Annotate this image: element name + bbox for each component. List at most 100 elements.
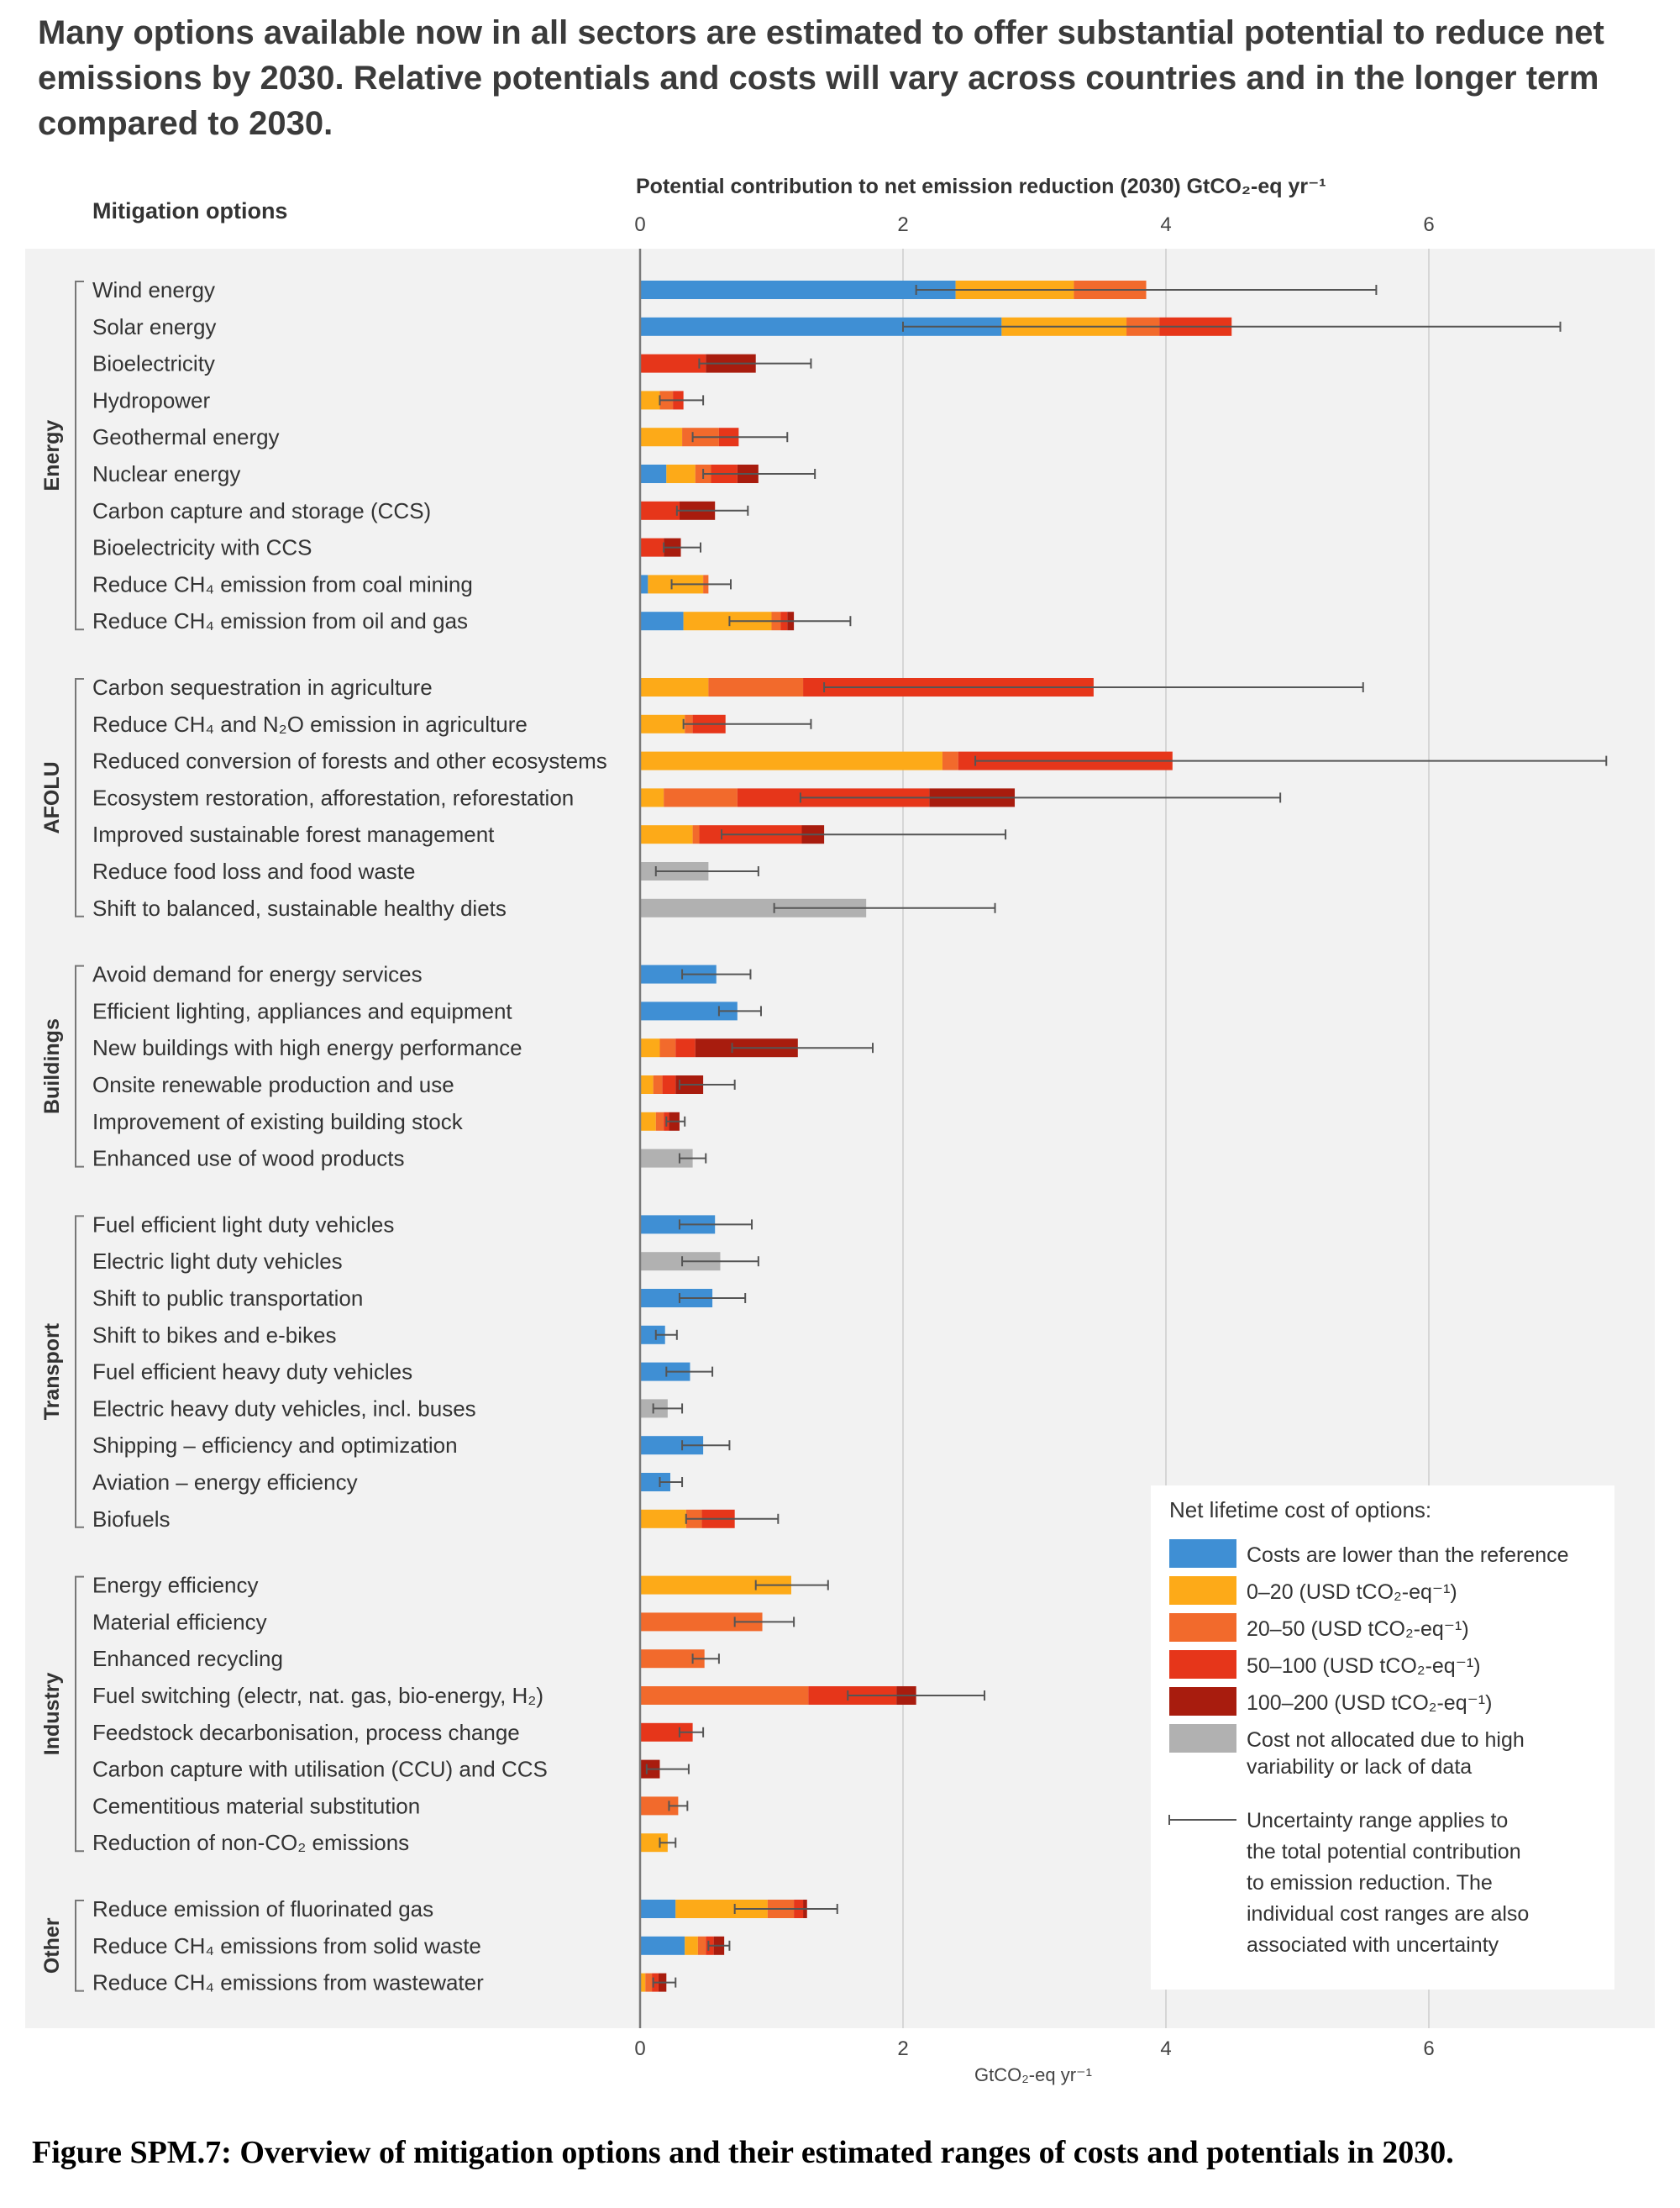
bar-segment-c20_50 bbox=[640, 1612, 763, 1632]
option-label: Enhanced use of wood products bbox=[92, 1146, 404, 1171]
sector-label: Industry bbox=[40, 1672, 64, 1755]
bars bbox=[640, 281, 1608, 1992]
bar-segment-c0_20 bbox=[640, 1973, 646, 1992]
option-label: Feedstock decarbonisation, process chang… bbox=[92, 1720, 520, 1745]
option-label: Reduce CH₄ emissions from wastewater bbox=[92, 1970, 484, 1995]
option-label: Material efficiency bbox=[92, 1609, 267, 1634]
legend-swatch-c0_20 bbox=[1169, 1576, 1236, 1605]
option-label: Cementitious material substitution bbox=[92, 1793, 420, 1818]
sector-groups: Energy AFOLU Buildings Transport Industry Oth… bbox=[40, 281, 84, 1992]
bar-segment-c20_50 bbox=[708, 678, 804, 697]
bar-segment-c20_50 bbox=[664, 788, 738, 807]
option-label: Carbon sequestration in agriculture bbox=[92, 675, 433, 700]
option-label: Aviation – energy efficiency bbox=[92, 1469, 358, 1495]
bar-segment-c50_100 bbox=[640, 538, 664, 557]
bar-segment-c20_50 bbox=[640, 1649, 705, 1669]
bar-segment-c0_20 bbox=[640, 1075, 654, 1094]
option-label: Reduce CH₄ emission from oil and gas bbox=[92, 608, 468, 633]
bar-segment-lower bbox=[640, 575, 648, 594]
legend-label-c50_100: 50–100 (USD tCO₂-eq⁻¹) bbox=[1247, 1654, 1481, 1678]
option-label: Electric heavy duty vehicles, incl. buse… bbox=[92, 1396, 476, 1421]
bar-segment-c50_100 bbox=[640, 501, 680, 520]
legend-swatch-c20_50 bbox=[1169, 1613, 1236, 1642]
option-label: Solar energy bbox=[92, 314, 216, 339]
sector-bracket-energy bbox=[75, 281, 84, 631]
bar-segment-c0_20 bbox=[640, 678, 709, 697]
option-label: Nuclear energy bbox=[92, 461, 240, 486]
option-label: Avoid demand for energy services bbox=[92, 962, 423, 987]
bar-segment-c0_20 bbox=[640, 714, 685, 733]
option-label: Shift to public transportation bbox=[92, 1285, 363, 1311]
bar-segment-na bbox=[640, 1252, 721, 1271]
legend-swatch-na bbox=[1169, 1724, 1236, 1753]
option-label: New buildings with high energy performan… bbox=[92, 1035, 522, 1060]
bar-segment-lower bbox=[640, 965, 717, 984]
bar-segment-c0_20 bbox=[640, 825, 693, 844]
bar-segment-c0_20 bbox=[640, 1575, 791, 1595]
sector-label: Other bbox=[40, 1917, 64, 1974]
bottom-axis-title: GtCO₂-eq yr⁻¹ bbox=[974, 2064, 1092, 2085]
option-label: Onsite renewable production and use bbox=[92, 1072, 454, 1097]
bar-segment-c0_20 bbox=[685, 1936, 698, 1955]
bottom-tick-label-4: 4 bbox=[1160, 2037, 1171, 2060]
option-label: Biofuels bbox=[92, 1506, 171, 1532]
option-label: Reduce emission of fluorinated gas bbox=[92, 1896, 433, 1921]
sector-label: Buildings bbox=[40, 1018, 64, 1114]
option-label: Fuel switching (electr, nat. gas, bio-en… bbox=[92, 1683, 543, 1708]
bottom-tick-label-0: 0 bbox=[634, 2037, 645, 2060]
bar-segment-c50_100 bbox=[640, 354, 706, 373]
option-label: Shift to balanced, sustainable healthy d… bbox=[92, 896, 507, 921]
legend-label-c0_20: 0–20 (USD tCO₂-eq⁻¹) bbox=[1247, 1580, 1457, 1604]
bar-segment-c0_20 bbox=[640, 788, 664, 807]
bar-segment-c20_50 bbox=[697, 1936, 706, 1955]
bar-segment-c0_20 bbox=[640, 1833, 668, 1853]
bar-segment-c0_20 bbox=[640, 1509, 686, 1528]
bar-segment-lower bbox=[640, 1936, 685, 1955]
bar-segment-c20_50 bbox=[653, 1075, 663, 1094]
option-label: Fuel efficient heavy duty vehicles bbox=[92, 1359, 412, 1385]
bar-segment-lower bbox=[640, 1436, 704, 1455]
sector-bracket-transport bbox=[75, 1215, 84, 1528]
legend-swatch-c50_100 bbox=[1169, 1650, 1236, 1679]
bar-segment-lower bbox=[640, 1473, 670, 1491]
bar-segment-c50_100 bbox=[675, 1038, 696, 1058]
option-label: Reduce CH₄ and N₂O emission in agricultu… bbox=[92, 712, 528, 737]
bar-segment-lower bbox=[640, 317, 1002, 336]
bar-segment-c0_20 bbox=[640, 1038, 660, 1058]
option-label: Fuel efficient light duty vehicles bbox=[92, 1212, 394, 1237]
option-label: Energy efficiency bbox=[92, 1573, 259, 1598]
legend-swatch-c100_200 bbox=[1169, 1687, 1236, 1716]
sector-label: Energy bbox=[40, 420, 64, 492]
bar-segment-lower bbox=[640, 1001, 738, 1021]
option-label: Bioelectricity with CCS bbox=[92, 535, 312, 560]
bar-segment-lower bbox=[640, 281, 956, 299]
top-tick-label-2: 2 bbox=[897, 213, 908, 236]
legend-label-c20_50: 20–50 (USD tCO₂-eq⁻¹) bbox=[1247, 1617, 1469, 1641]
legend-title: Net lifetime cost of options: bbox=[1169, 1497, 1431, 1522]
option-label: Electric light duty vehicles bbox=[92, 1249, 343, 1274]
bottom-tick-label-2: 2 bbox=[897, 2037, 908, 2060]
sector-bracket-afolu bbox=[75, 678, 84, 917]
legend-label-na: Cost not allocated due to high variabilit… bbox=[1247, 1728, 1525, 1779]
bar-segment-c0_20 bbox=[640, 1112, 656, 1131]
bar-segment-c20_50 bbox=[942, 751, 958, 770]
sector-bracket-other bbox=[75, 1900, 84, 1992]
bar-segment-c0_20 bbox=[640, 428, 683, 447]
option-label: Efficient lighting, appliances and equip… bbox=[92, 998, 512, 1023]
bar-segment-lower bbox=[640, 612, 684, 631]
bar-segment-c20_50 bbox=[659, 1038, 676, 1058]
option-label: Reduce CH₄ emission from coal mining bbox=[92, 571, 473, 597]
bar-segment-c0_20 bbox=[640, 751, 942, 770]
legend-label-c100_200: 100–200 (USD tCO₂-eq⁻¹) bbox=[1247, 1691, 1492, 1715]
option-label: Shift to bikes and e-bikes bbox=[92, 1322, 337, 1348]
bar-segment-c20_50 bbox=[692, 825, 700, 844]
option-label: Wind energy bbox=[92, 277, 215, 302]
bar-segment-c0_20 bbox=[683, 612, 772, 631]
option-label: Ecosystem restoration, afforestation, re… bbox=[92, 785, 574, 810]
sector-label: Transport bbox=[40, 1322, 64, 1420]
top-tick-label-0: 0 bbox=[634, 213, 645, 236]
sector-bracket-buildings bbox=[75, 965, 84, 1168]
option-label: Shipping – efficiency and optimization bbox=[92, 1433, 458, 1458]
bar-segment-c0_20 bbox=[666, 465, 696, 483]
bar-segment-lower bbox=[640, 1215, 716, 1234]
